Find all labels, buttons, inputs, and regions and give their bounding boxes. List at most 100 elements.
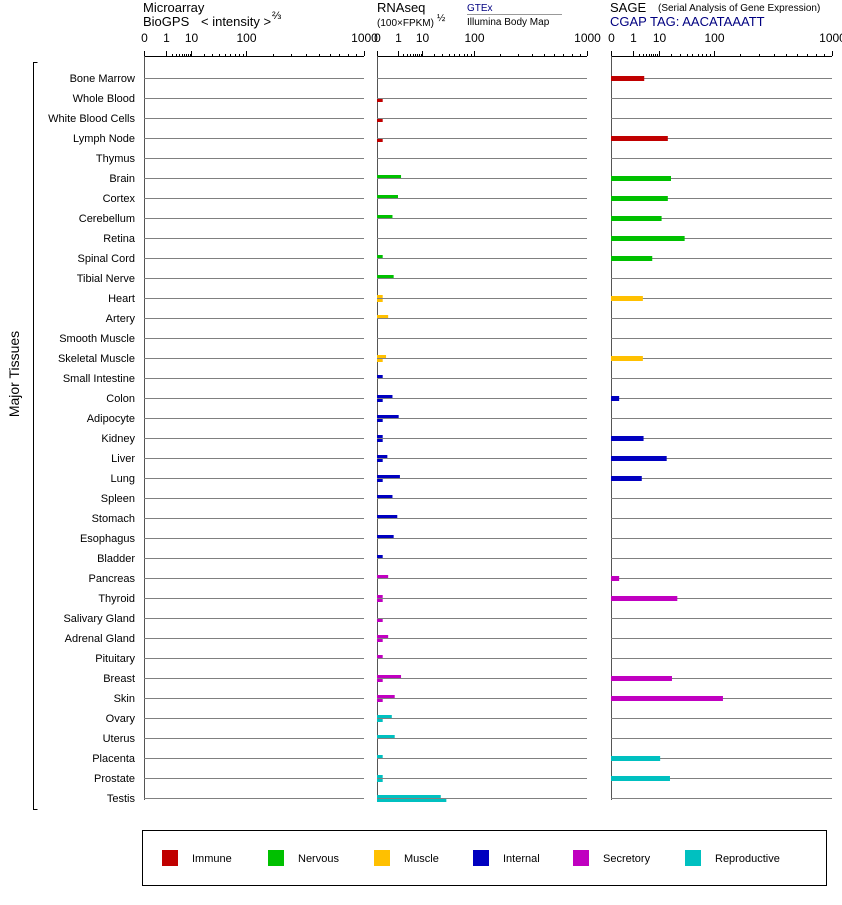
sage-bar [611,596,678,601]
legend-swatch-immune [162,850,178,866]
sage-bar [611,76,645,81]
tissue-label: Whole Blood [73,93,135,105]
rnaseq-bar [377,479,383,482]
sage-tick-label: 100 [704,31,724,45]
rnaseq-bar [377,195,398,198]
rnaseq-bar [377,355,387,358]
rnaseq-bar [377,275,394,278]
sage-bar [611,476,642,481]
rnaseq-bar [377,459,383,462]
sage-bar [611,216,662,221]
microarray-tick-label: 10 [185,31,199,45]
legend-swatch-muscle [374,850,390,866]
legend-swatch-secretory [573,850,589,866]
legend-label-internal: Internal [503,853,540,865]
sage-title: SAGE [610,0,646,15]
sage-bar [611,296,643,301]
sage-bar [611,356,643,361]
rnaseq-scale-label: (100×FPKM) [377,18,434,29]
legend: Immune Nervous Muscle Internal Secretory Repr… [142,830,827,886]
tissue-label: Smooth Muscle [59,333,135,345]
legend-label-muscle: Muscle [404,853,439,865]
tissue-label: Thyroid [98,593,135,605]
major-tissues-bracket [33,62,38,810]
rnaseq-bar [377,375,383,378]
rnaseq-bar [377,679,383,682]
y-axis-label: Major Tissues [6,331,22,417]
rnaseq-bar [377,639,383,642]
legend-swatch-nervous [268,850,284,866]
sage-bar [611,176,671,181]
tissue-label: Esophagus [80,533,136,545]
tissue-label: Lung [111,473,135,485]
tissue-label: Adipocyte [87,413,135,425]
rnaseq-bar [377,795,441,798]
rnaseq-bar [377,695,395,698]
tissue-label: Stomach [92,513,135,525]
microarray-scale-label: < intensity > [201,14,271,29]
tissue-label: Colon [106,393,135,405]
microarray-scale-power: ⅔ [272,10,281,22]
rnaseq-tick-label: 10 [416,31,430,45]
microarray-tick-label: 1 [163,31,170,45]
rnaseq-bar [377,599,383,602]
left-axis: Major Tissues [6,62,38,810]
rnaseq-bar [377,715,392,718]
rnaseq-source-gtex: GTEx [467,3,493,14]
sage-tag-line: CGAP TAG: AACATAAATT [610,14,765,29]
rnaseq-tick-label: 1000 [574,31,601,45]
expression-bars [377,76,723,802]
sage-bar [611,236,685,241]
tissue-label: Adrenal Gland [65,633,135,645]
rnaseq-bar [377,719,383,722]
tissue-label: Retina [103,233,136,245]
rnaseq-bar [377,255,383,258]
sage-tick-label: 1000 [819,31,842,45]
tissue-label: Artery [106,313,136,325]
rnaseq-bar [377,655,383,658]
sage-subtitle: (Serial Analysis of Gene Expression) [658,3,820,14]
rnaseq-bar [377,455,388,458]
rnaseq-bar [377,175,402,178]
rnaseq-bar [377,735,395,738]
tissue-label: Breast [103,673,135,685]
rnaseq-bar [377,419,383,422]
tissue-label: Skeletal Muscle [58,353,135,365]
sage-bar [611,256,653,261]
sage-bar [611,576,620,581]
panel-axes: 011010010000110100100001101001000 [141,31,842,800]
rnaseq-source-illumina: Illumina Body Map [467,17,550,28]
rnaseq-bar [377,595,383,598]
rnaseq-bar [377,399,383,402]
rnaseq-bar [377,535,394,538]
sage-bar [611,436,644,441]
tissue-label: Cortex [103,193,136,205]
rnaseq-bar [377,215,393,218]
tissue-label: Bone Marrow [70,73,135,85]
rnaseq-bar [377,139,383,142]
microarray-source: BioGPS [143,14,190,29]
microarray-tick-label: 100 [236,31,256,45]
sage-bar [611,136,668,141]
rnaseq-bar [377,779,383,782]
microarray-tick-label: 1000 [351,31,378,45]
legend-swatch-internal [473,850,489,866]
rnaseq-tick-label: 1 [395,31,402,45]
tissue-label: Brain [109,173,135,185]
sage-bar [611,676,672,681]
tissue-label: Kidney [101,433,135,445]
sage-tick-label: 10 [653,31,667,45]
rnaseq-tick-label: 0 [374,31,381,45]
legend-label-immune: Immune [192,853,232,865]
rnaseq-tick-label: 100 [464,31,484,45]
rnaseq-bar [377,99,383,102]
rnaseq-bar [377,619,383,622]
tissue-label: Prostate [94,773,135,785]
rnaseq-bar [377,515,398,518]
sage-bar [611,396,620,401]
tissue-label: Spleen [101,493,135,505]
rnaseq-bar [377,755,383,758]
legend-swatch-reproductive [685,850,701,866]
sage-bar [611,196,668,201]
